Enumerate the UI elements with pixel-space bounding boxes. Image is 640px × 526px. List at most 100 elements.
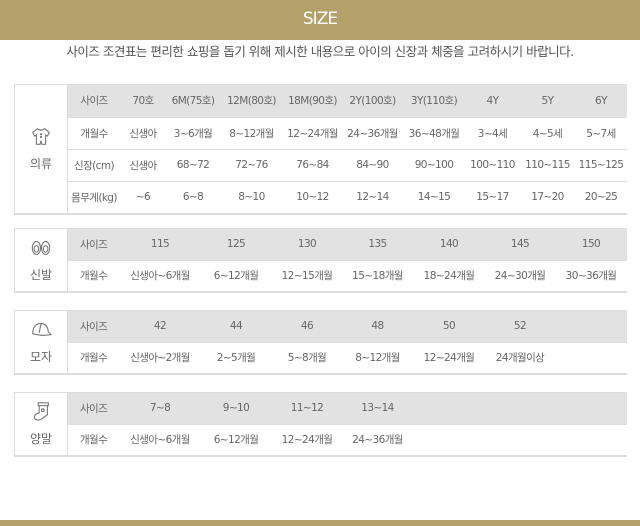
table-cell: 2Y(100호) bbox=[342, 85, 403, 117]
size-table-3: 양말 사이즈 7~8 9~10 11~12 13~14 개월수 신생아~6개월 6~12개월 12… bbox=[14, 392, 627, 457]
table-cell: 76~84 bbox=[283, 148, 342, 181]
row-header: 몸무게(kg) bbox=[68, 180, 120, 213]
subtitle: 사이즈 조견표는 편리한 쇼핑을 돕기 위해 제시한 내용으로 아이의 신장과 … bbox=[66, 44, 574, 59]
size-header-band: SIZE bbox=[0, 0, 640, 40]
table-cell: 12~24개월 bbox=[413, 341, 485, 373]
table-cell bbox=[413, 393, 485, 424]
table-cell: 3~4세 bbox=[465, 116, 520, 149]
table-cell: 신생아~6개월 bbox=[120, 423, 200, 455]
category-name: 양말 bbox=[29, 432, 53, 446]
table-cell: 135 bbox=[342, 229, 413, 260]
table-cell: 6~12개월 bbox=[200, 259, 272, 291]
table-cell: 15~17 bbox=[465, 180, 520, 213]
table-cell bbox=[555, 393, 627, 424]
row-header: 개월수 bbox=[68, 341, 120, 373]
table-cell bbox=[485, 423, 555, 455]
table-cell: 신생아~2개월 bbox=[120, 341, 200, 373]
table-cell: 9~10 bbox=[200, 393, 272, 424]
row-header: 사이즈 bbox=[68, 393, 120, 424]
table-cell: 70호 bbox=[120, 85, 166, 117]
category-label: 양말 bbox=[14, 393, 68, 455]
shoes-icon bbox=[30, 237, 52, 266]
sock-icon bbox=[30, 401, 52, 430]
table-cell: 12~24개월 bbox=[272, 423, 342, 455]
table-cell: 15~18개월 bbox=[342, 259, 413, 291]
table-cell bbox=[555, 423, 627, 455]
page-title: SIZE bbox=[302, 9, 338, 29]
table-cell: 6~12개월 bbox=[200, 423, 272, 455]
table-cell: 14~15 bbox=[403, 180, 465, 213]
table-cell bbox=[485, 393, 555, 424]
category-label: 신발 bbox=[14, 229, 68, 291]
table-cell: 36~48개월 bbox=[403, 116, 465, 149]
table-cell: 5~7세 bbox=[575, 116, 627, 149]
table-cell: 신생아~6개월 bbox=[120, 259, 200, 291]
table-cell: 4Y bbox=[465, 85, 520, 117]
table-cell bbox=[555, 341, 627, 373]
table-cell: 100~110 bbox=[465, 148, 520, 181]
table-cell: 72~76 bbox=[220, 148, 283, 181]
size-table-0: 의류 사이즈 70호 6M(75호) 12M(80호) 18M(90호) 2Y(100호) 3… bbox=[14, 84, 627, 215]
table-cell: 18M(90호) bbox=[283, 85, 342, 117]
table-cell: 84~90 bbox=[342, 148, 403, 181]
row-header: 사이즈 bbox=[68, 311, 120, 342]
table-cell: 7~8 bbox=[120, 393, 200, 424]
table-cell: 17~20 bbox=[520, 180, 575, 213]
table-cell: 12M(80호) bbox=[220, 85, 283, 117]
row-header: 개월수 bbox=[68, 423, 120, 455]
row-header: 개월수 bbox=[68, 116, 120, 149]
table-row: 개월수 신생아~2개월 2~5개월 5~8개월 8~12개월 12~24개월 24개월이상 bbox=[68, 341, 627, 373]
table-cell: 신생아 bbox=[120, 148, 166, 181]
table-cell bbox=[413, 423, 485, 455]
table-cell: 3~6개월 bbox=[166, 116, 220, 149]
table-cell bbox=[555, 311, 627, 342]
table-row: 개월수 신생아~6개월 6~12개월 12~15개월 15~18개월 18~24개월 24~… bbox=[68, 259, 627, 291]
table-cell: 44 bbox=[200, 311, 272, 342]
category-label: 의류 bbox=[14, 85, 68, 213]
cap-icon bbox=[30, 319, 53, 348]
table-cell: 신생아 bbox=[120, 116, 166, 149]
table-cell: 110~115 bbox=[520, 148, 575, 181]
table-cell: 125 bbox=[200, 229, 272, 260]
category-name: 모자 bbox=[29, 350, 53, 364]
row-header: 사이즈 bbox=[68, 85, 120, 117]
row-header: 신장(cm) bbox=[68, 148, 120, 181]
table-row: 개월수 신생아 3~6개월 8~12개월 12~24개월 24~36개월 36~48개월 3~… bbox=[68, 116, 627, 149]
table-cell: 150 bbox=[555, 229, 627, 260]
table-cell: 3Y(110호) bbox=[403, 85, 465, 117]
table-cell: 24~36개월 bbox=[342, 423, 413, 455]
table-cell: 115~125 bbox=[575, 148, 627, 181]
table-cell: 42 bbox=[120, 311, 200, 342]
table-cell: 12~15개월 bbox=[272, 259, 342, 291]
table-cell: 8~10 bbox=[220, 180, 283, 213]
table-cell: 24~30개월 bbox=[485, 259, 555, 291]
table-cell: 140 bbox=[413, 229, 485, 260]
table-cell: ~6 bbox=[120, 180, 166, 213]
table-cell: 6Y bbox=[575, 85, 627, 117]
table-cell: 46 bbox=[272, 311, 342, 342]
table-row: 사이즈 7~8 9~10 11~12 13~14 bbox=[68, 393, 627, 424]
table-cell: 18~24개월 bbox=[413, 259, 485, 291]
table-row: 사이즈 42 44 46 48 50 52 bbox=[68, 311, 627, 342]
table-cell: 50 bbox=[413, 311, 485, 342]
table-cell: 10~12 bbox=[283, 180, 342, 213]
category-label: 모자 bbox=[14, 311, 68, 373]
table-row: 개월수 신생아~6개월 6~12개월 12~24개월 24~36개월 bbox=[68, 423, 627, 455]
table-cell: 24개월이상 bbox=[485, 341, 555, 373]
table-row: 몸무게(kg) ~6 6~8 8~10 10~12 12~14 14~15 15~17 17~2… bbox=[68, 180, 627, 213]
table-cell: 4~5세 bbox=[520, 116, 575, 149]
table-cell: 30~36개월 bbox=[555, 259, 627, 291]
size-table-1: 신발 사이즈 115 125 130 135 140 145 150 개월수 신생아~6개월 6~12… bbox=[14, 228, 627, 293]
table-cell: 115 bbox=[120, 229, 200, 260]
table-cell: 8~12개월 bbox=[220, 116, 283, 149]
table-cell: 6~8 bbox=[166, 180, 220, 213]
table-cell: 2~5개월 bbox=[200, 341, 272, 373]
table-row: 사이즈 70호 6M(75호) 12M(80호) 18M(90호) 2Y(100호) 3Y(… bbox=[68, 85, 627, 117]
table-cell: 48 bbox=[342, 311, 413, 342]
table-row: 사이즈 115 125 130 135 140 145 150 bbox=[68, 229, 627, 260]
table-cell: 130 bbox=[272, 229, 342, 260]
table-cell: 13~14 bbox=[342, 393, 413, 424]
size-table-2: 모자 사이즈 42 44 46 48 50 52 개월수 신생아~2개월 2~5개월 5~8개월 8~1… bbox=[14, 310, 627, 375]
table-cell: 20~25 bbox=[575, 180, 627, 213]
table-cell: 90~100 bbox=[403, 148, 465, 181]
